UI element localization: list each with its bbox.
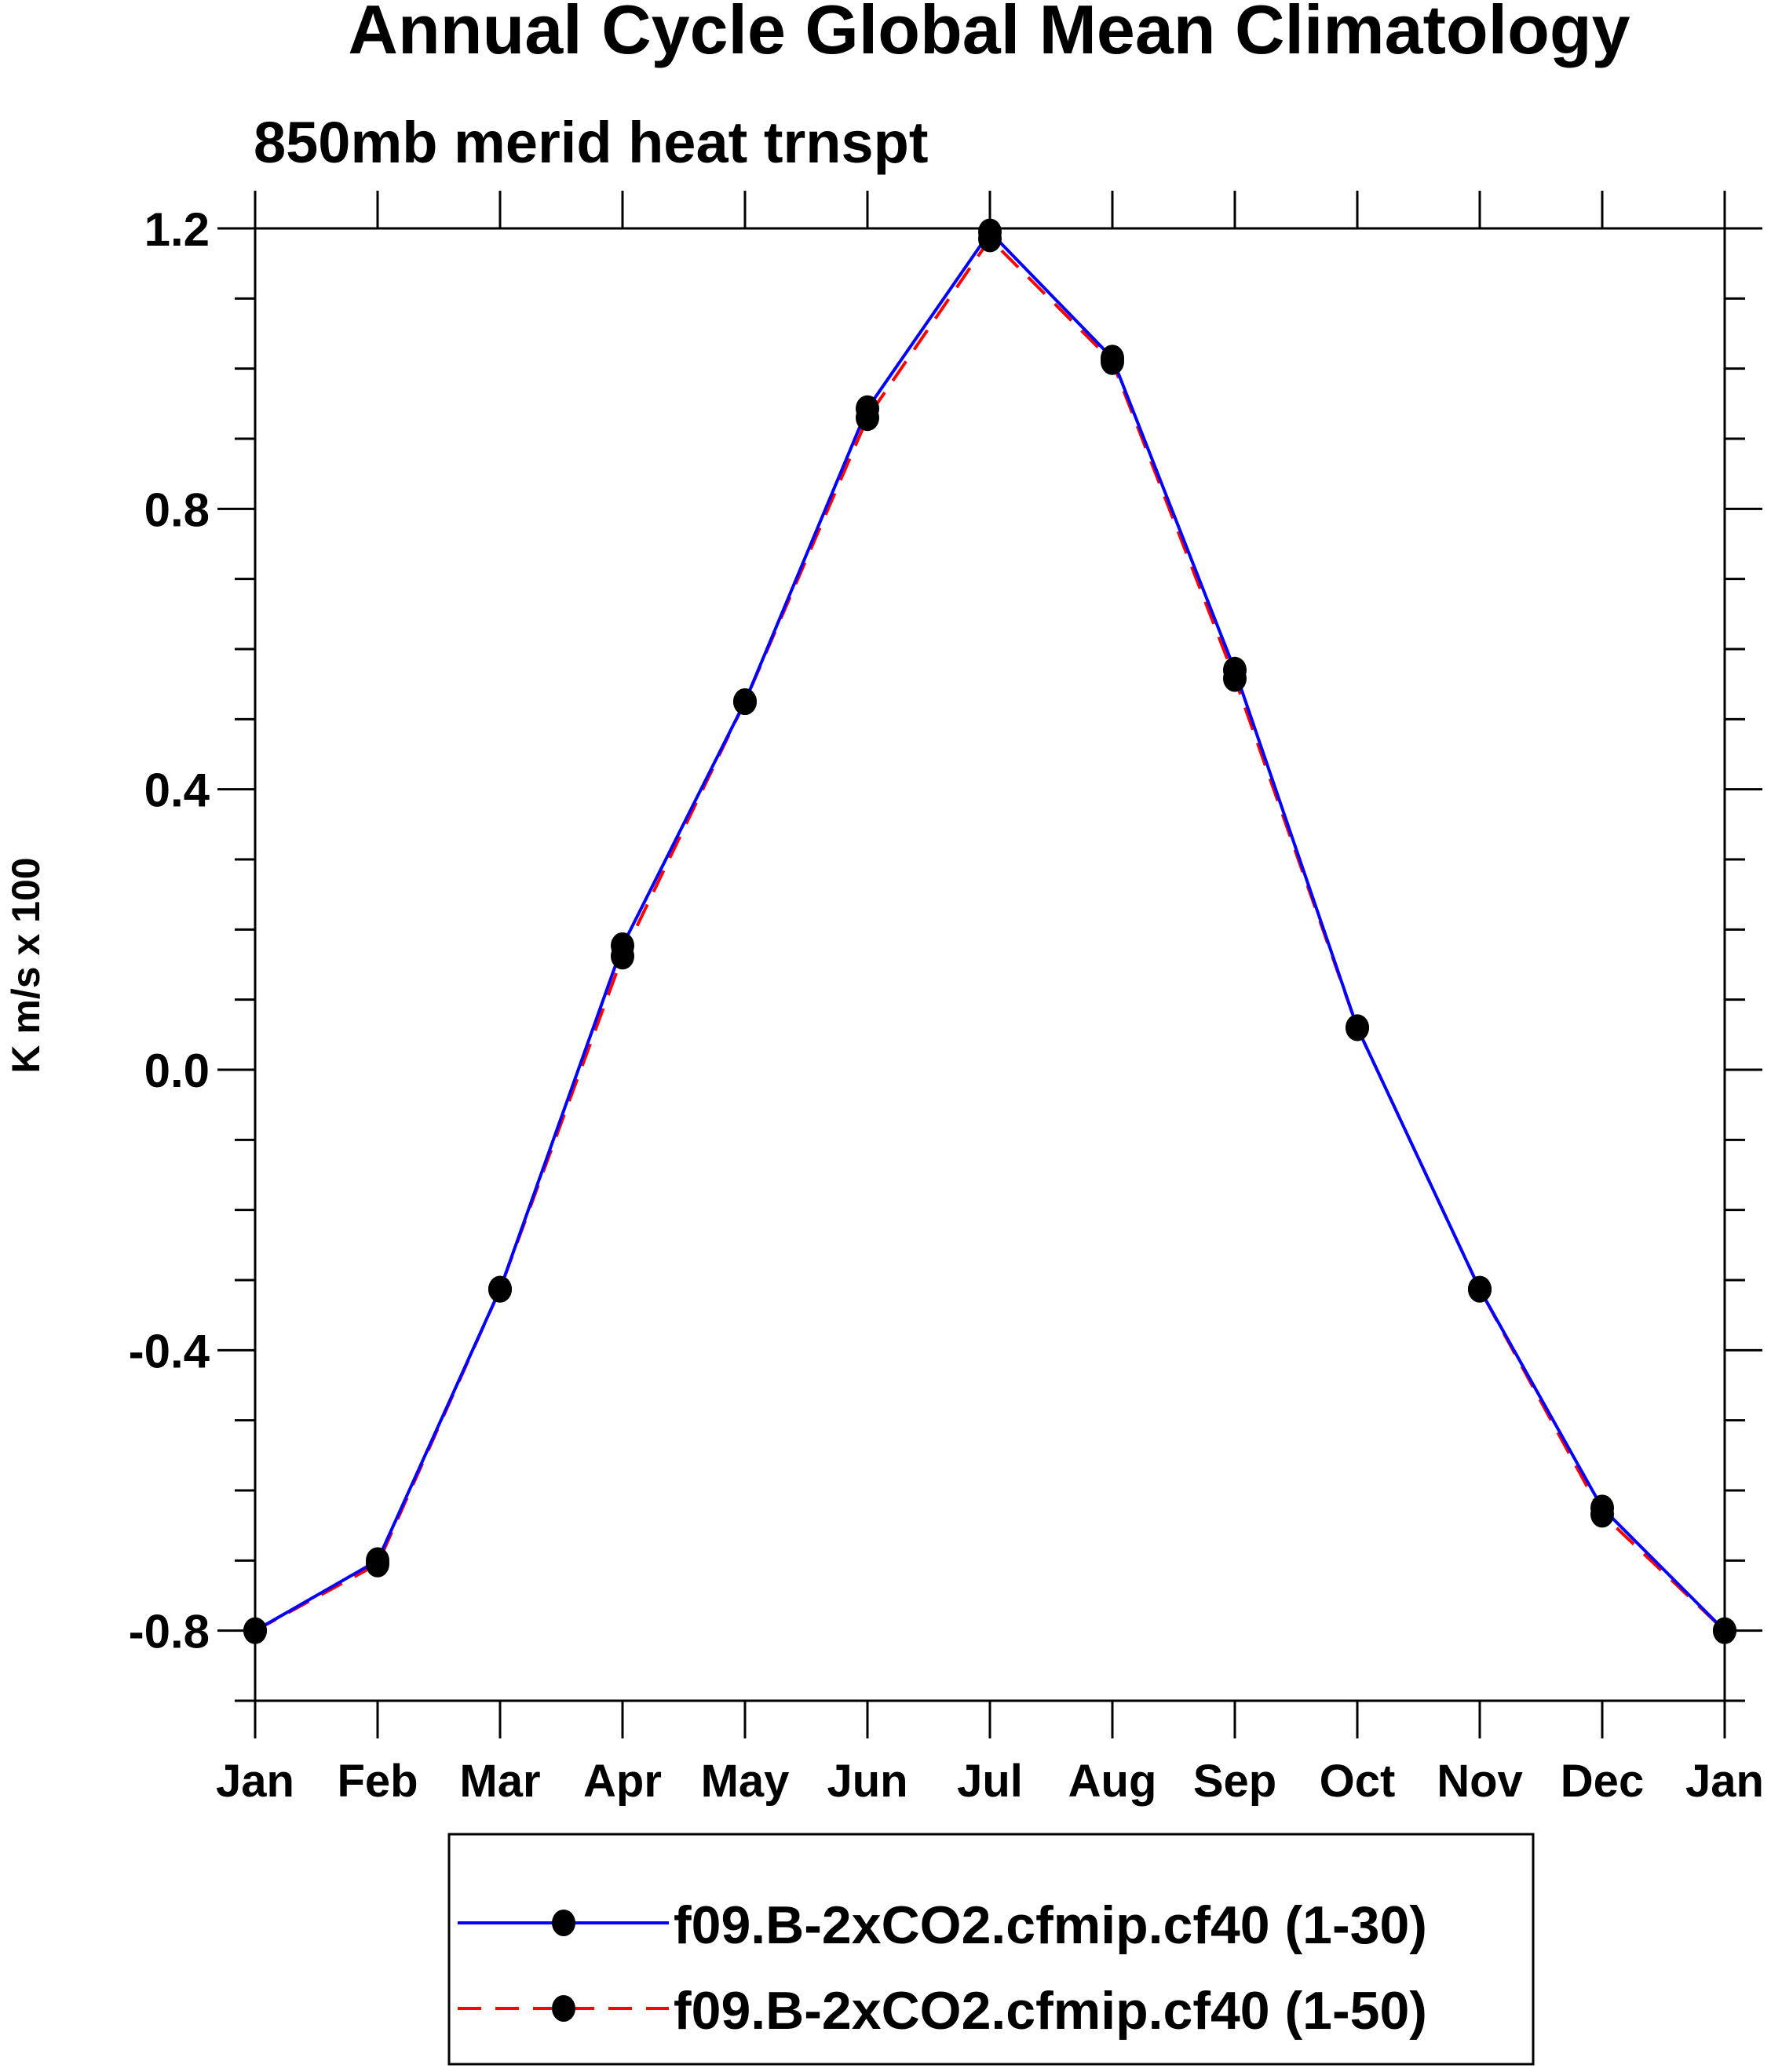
data-point [611, 943, 634, 970]
x-tick-label: Oct [1320, 1756, 1396, 1807]
series-line [254, 229, 1726, 1632]
x-tick-label: Jun [827, 1756, 907, 1807]
data-point [733, 688, 757, 715]
x-tick-label: Dec [1561, 1756, 1644, 1807]
x-tick-label: May [701, 1756, 790, 1807]
x-tick-label: Feb [337, 1756, 418, 1807]
y-tick-label: 0.4 [144, 764, 210, 817]
data-point [1713, 1617, 1736, 1644]
y-tick-label: 1.2 [144, 203, 210, 256]
x-tick-label: Mar [459, 1756, 540, 1807]
x-tick-label: Nov [1437, 1756, 1523, 1807]
x-tick-label: Aug [1068, 1756, 1157, 1807]
data-point [1590, 1501, 1614, 1528]
x-tick-label: Sep [1193, 1756, 1276, 1807]
x-tick-label: Jan [216, 1756, 294, 1807]
chart-subtitle: 850mb merid heat trnspt [254, 110, 928, 175]
legend-label: f09.B-2xCO2.cfmip.cf40 (1-50) [674, 1981, 1427, 2041]
data-point [1346, 1014, 1369, 1041]
legend: f09.B-2xCO2.cfmip.cf40 (1-30) f09.B-2xCO2… [447, 1833, 1535, 2066]
legend-marker [552, 1910, 575, 1936]
data-point [1223, 665, 1247, 692]
data-point [856, 404, 879, 432]
y-tick-label: 0.8 [144, 483, 210, 536]
data-point [366, 1550, 389, 1578]
y-tick-label: -0.8 [129, 1606, 210, 1658]
legend-label: f09.B-2xCO2.cfmip.cf40 (1-30) [674, 1895, 1427, 1955]
x-tick-label: Apr [583, 1756, 662, 1807]
data-point [488, 1275, 512, 1303]
data-point [1468, 1275, 1492, 1303]
chart-title: Annual Cycle Global Mean Climatology [348, 0, 1630, 68]
data-point [978, 225, 1002, 253]
data-point [1101, 348, 1124, 375]
plot-frame [254, 227, 1726, 1702]
axes: Jan Feb Mar Apr May Jun Jul Aug Sep Oct Nov Dec Jan -… [129, 191, 1764, 1807]
x-tick-label: Jul [957, 1756, 1023, 1807]
series-group [243, 218, 1736, 1644]
series-line [254, 236, 1726, 1632]
legend-box [447, 1833, 1535, 2066]
y-tick-label: -0.4 [129, 1325, 210, 1377]
y-axis-label: K m/s x 100 [4, 857, 48, 1073]
legend-marker [552, 1995, 575, 2022]
y-tick-label: 0.0 [144, 1045, 210, 1097]
data-point [243, 1617, 267, 1644]
x-tick-label: Jan [1685, 1756, 1764, 1807]
